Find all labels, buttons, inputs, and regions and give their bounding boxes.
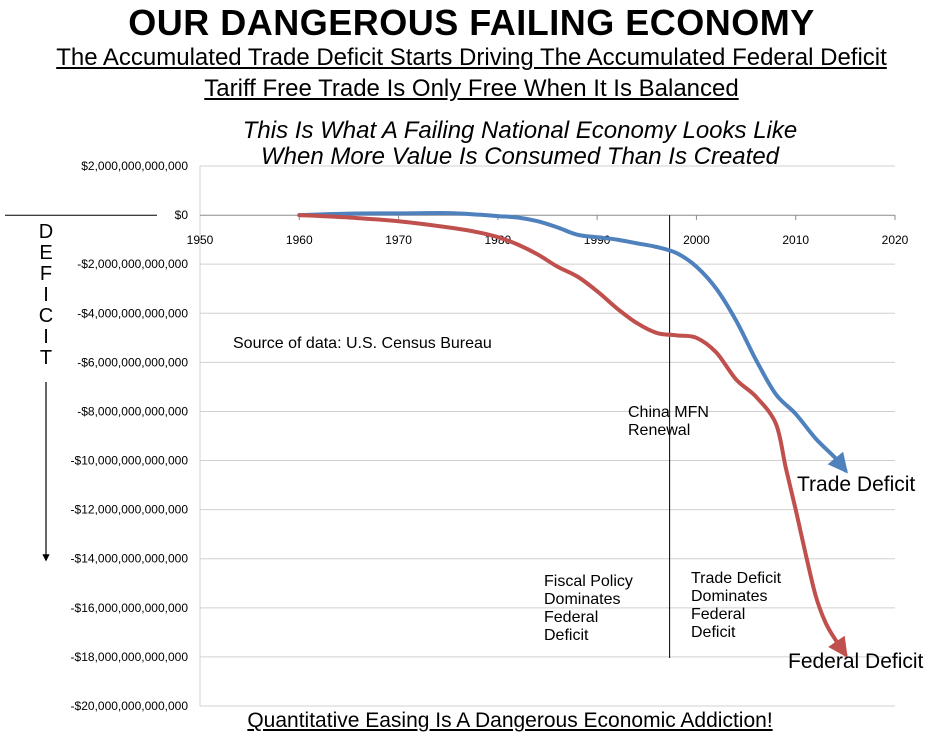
- footer-caption: Quantitative Easing Is A Dangerous Econo…: [247, 709, 773, 732]
- fiscal-policy-line-2: Dominates: [544, 591, 620, 608]
- y-tick-label: $0: [175, 208, 189, 222]
- trade-deficit-series-label: Trade Deficit: [797, 473, 915, 496]
- y-label-letter: T: [40, 347, 52, 369]
- y-label-letter: E: [39, 242, 52, 264]
- y-tick-label: -$20,000,000,000,000: [71, 699, 189, 713]
- y-label-letter: I: [43, 284, 49, 306]
- y-label-letter: D: [39, 221, 53, 243]
- fiscal-policy-line-3: Federal: [544, 609, 598, 626]
- x-tick-label: 2000: [683, 233, 710, 247]
- y-tick-label: -$12,000,000,000,000: [71, 503, 189, 517]
- china-mfn-annotation: China MFN Renewal: [628, 404, 709, 439]
- china-mfn-line-2: Renewal: [628, 422, 690, 439]
- fiscal-policy-annotation: Fiscal Policy Dominates Federal Deficit: [544, 573, 633, 644]
- y-tick-labels: $2,000,000,000,000 $0 -$2,000,000,000,000 -…: [71, 159, 189, 713]
- y-tick-label: -$2,000,000,000,000: [77, 257, 188, 271]
- y-tick-label: -$6,000,000,000,000: [77, 355, 188, 369]
- subtitle-2: Tariff Free Trade Is Only Free When It I…: [204, 75, 739, 102]
- trade-deficit-dominates-annotation: Trade Deficit Dominates Federal Deficit: [691, 570, 782, 641]
- fiscal-policy-line-1: Fiscal Policy: [544, 573, 633, 590]
- y-label-letter: I: [43, 326, 49, 348]
- y-tick-label: -$18,000,000,000,000: [71, 650, 189, 664]
- x-tick-label: 1970: [385, 233, 412, 247]
- federal-deficit-series-label: Federal Deficit: [788, 650, 924, 673]
- y-label-letter: F: [40, 263, 52, 285]
- tagline-1: This Is What A Failing National Economy …: [242, 117, 798, 144]
- source-annotation: Source of data: U.S. Census Bureau: [233, 335, 492, 352]
- y-tick-label: -$8,000,000,000,000: [77, 404, 188, 418]
- y-label-letter: C: [39, 305, 53, 327]
- x-tick-labels: 1950 1960 1970 1980 1990 2000 2010 2020: [187, 215, 909, 247]
- gridlines: [200, 165, 895, 707]
- y-tick-label: -$10,000,000,000,000: [71, 454, 189, 468]
- y-tick-label: $2,000,000,000,000: [81, 159, 188, 173]
- y-tick-label: -$14,000,000,000,000: [71, 552, 189, 566]
- trade-dominates-line-2: Dominates: [691, 588, 767, 605]
- china-mfn-line-1: China MFN: [628, 404, 709, 421]
- tagline-2: When More Value Is Consumed Than Is Crea…: [260, 143, 780, 170]
- trade-dominates-line-3: Federal: [691, 606, 745, 623]
- trade-deficit-line: [297, 211, 848, 474]
- subtitle-1: The Accumulated Trade Deficit Starts Dri…: [56, 44, 887, 71]
- x-tick-label: 1960: [286, 233, 313, 247]
- x-tick-label: 2020: [882, 233, 909, 247]
- y-axis-label: D E F I C I T: [39, 221, 53, 369]
- y-tick-label: -$16,000,000,000,000: [71, 601, 189, 615]
- federal-deficit-line: [297, 213, 848, 658]
- x-tick-label: 2010: [782, 233, 809, 247]
- trade-dominates-line-4: Deficit: [691, 624, 736, 641]
- headline: OUR DANGEROUS FAILING ECONOMY: [128, 2, 815, 43]
- y-tick-label: -$4,000,000,000,000: [77, 306, 188, 320]
- trade-dominates-line-1: Trade Deficit: [691, 570, 782, 587]
- fiscal-policy-line-4: Deficit: [544, 627, 589, 644]
